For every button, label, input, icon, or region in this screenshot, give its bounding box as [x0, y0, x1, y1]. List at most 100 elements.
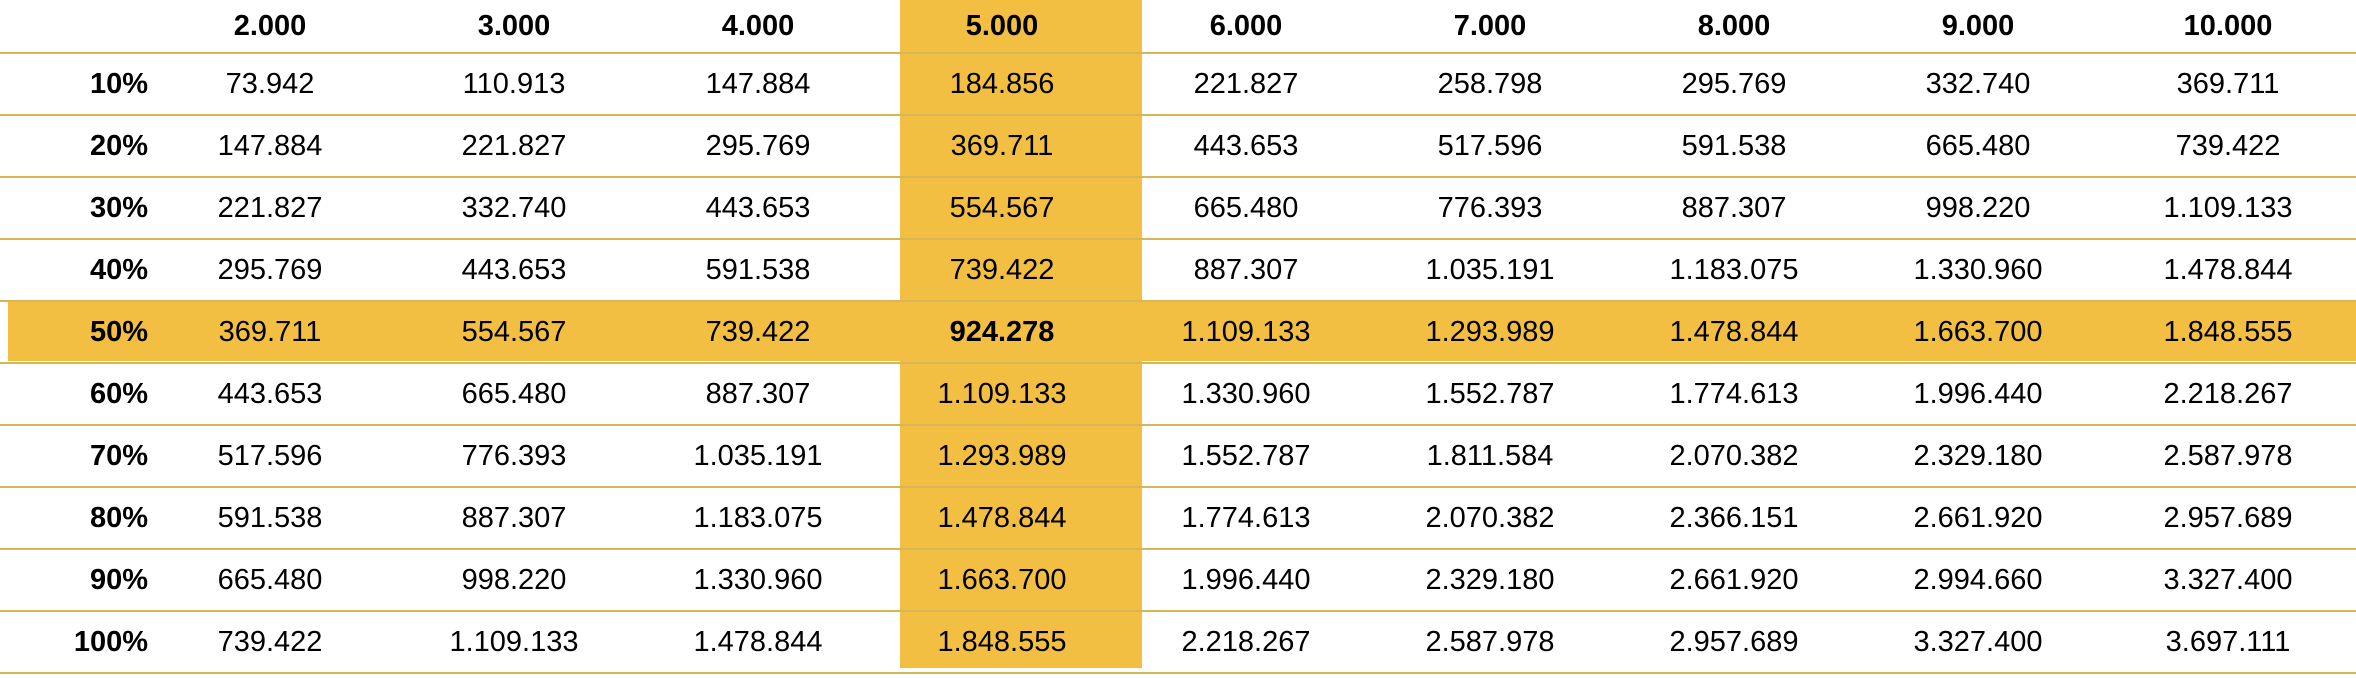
- table-cell: 295.769: [148, 238, 392, 301]
- table-cell: 998.220: [392, 548, 636, 611]
- table-row: 50% 369.711 554.567 739.422 924.278 1.109.133…: [0, 300, 2356, 363]
- table-cell: 1.663.700: [1856, 300, 2100, 363]
- table-cell: 739.422: [148, 610, 392, 674]
- row-header: 90%: [0, 548, 148, 611]
- row-header: 70%: [0, 424, 148, 487]
- column-header: 3.000: [477, 9, 551, 42]
- table-cell: 591.538: [636, 238, 880, 301]
- table-cell: 1.552.787: [1368, 362, 1612, 425]
- table-cell: 2.070.382: [1368, 486, 1612, 549]
- table-cell: 2.957.689: [2100, 486, 2356, 549]
- table-cell: 739.422: [636, 300, 880, 363]
- table-row: 60% 443.653 665.480 887.307 1.109.133 1.330.9…: [0, 362, 2356, 425]
- table-cell: 517.596: [148, 424, 392, 487]
- table-row: 90% 665.480 998.220 1.330.960 1.663.700 1.996…: [0, 548, 2356, 611]
- column-header: 4.000: [721, 9, 795, 42]
- row-header-label: 20%: [89, 129, 148, 162]
- table-cell: 554.567: [880, 176, 1124, 239]
- table-cell: 443.653: [636, 176, 880, 239]
- table-cell: 1.293.989: [1368, 300, 1612, 363]
- table-cell: 1.330.960: [636, 548, 880, 611]
- table-cell: 369.711: [148, 300, 392, 363]
- row-header-label: 30%: [89, 191, 148, 224]
- row-header-label: 70%: [89, 439, 148, 472]
- row-header-label: 10%: [89, 67, 148, 100]
- table-row: 20% 147.884 221.827 295.769 369.711 443.653 51…: [0, 114, 2356, 177]
- table-cell: 1.109.133: [1124, 300, 1368, 363]
- table-cell: 295.769: [636, 114, 880, 177]
- table-cell: 1.478.844: [636, 610, 880, 674]
- table-cell: 73.942: [148, 52, 392, 115]
- column-header: 2.000: [233, 9, 307, 42]
- row-header-label: 100%: [73, 625, 148, 658]
- table-cell: 332.740: [1856, 52, 2100, 115]
- table-cell: 1.109.133: [2100, 176, 2356, 239]
- table-row: 40% 295.769 443.653 591.538 739.422 887.307 1.…: [0, 238, 2356, 301]
- table-cell: 369.711: [880, 114, 1124, 177]
- row-header-label: 60%: [89, 377, 148, 410]
- table-cell: 3.327.400: [1856, 610, 2100, 674]
- table-cell: 2.994.660: [1856, 548, 2100, 611]
- table-cell: 1.996.440: [1856, 362, 2100, 425]
- table-cell: 332.740: [392, 176, 636, 239]
- table-cell: 776.393: [392, 424, 636, 487]
- column-header: 7.000: [1453, 9, 1527, 42]
- table-row: 100% 739.422 1.109.133 1.478.844 1.848.555 2.…: [0, 610, 2356, 674]
- table-cell: 3.327.400: [2100, 548, 2356, 611]
- table-cell: 2.218.267: [2100, 362, 2356, 425]
- table-cell: 776.393: [1368, 176, 1612, 239]
- column-header: 9.000: [1941, 9, 2015, 42]
- header-row: 2.000 3.000 4.000 5.000 6.000 7.000 8.000 9.000…: [0, 0, 2356, 53]
- table-cell: 2.587.978: [2100, 424, 2356, 487]
- table-cell: 147.884: [148, 114, 392, 177]
- table-cell: 1.330.960: [1124, 362, 1368, 425]
- table-cell: 443.653: [148, 362, 392, 425]
- column-header: 6.000: [1209, 9, 1283, 42]
- column-header: 10.000: [2183, 9, 2273, 42]
- table-cell: 2.329.180: [1368, 548, 1612, 611]
- column-header: 5.000: [965, 9, 1039, 42]
- row-header: 30%: [0, 176, 148, 239]
- table-cell: 1.478.844: [1612, 300, 1856, 363]
- table-cell: 1.478.844: [880, 486, 1124, 549]
- row-header: 60%: [0, 362, 148, 425]
- table-cell: 1.848.555: [880, 610, 1124, 674]
- table-cell: 443.653: [1124, 114, 1368, 177]
- table-cell: 2.587.978: [1368, 610, 1612, 674]
- corner-cell: [0, 0, 148, 53]
- table-cell: 2.661.920: [1856, 486, 2100, 549]
- table-cell: 2.661.920: [1612, 548, 1856, 611]
- table-cell: 2.957.689: [1612, 610, 1856, 674]
- table-cell-intersection: 924.278: [880, 300, 1124, 363]
- table-cell: 1.663.700: [880, 548, 1124, 611]
- row-header-label: 80%: [89, 501, 148, 534]
- table-cell: 1.996.440: [1124, 548, 1368, 611]
- row-header: 10%: [0, 52, 148, 115]
- table-cell: 665.480: [1124, 176, 1368, 239]
- table-cell: 1.183.075: [636, 486, 880, 549]
- table-cell: 443.653: [392, 238, 636, 301]
- table-cell: 1.478.844: [2100, 238, 2356, 301]
- row-header-label: 50%: [89, 315, 148, 348]
- table-cell: 739.422: [880, 238, 1124, 301]
- row-header: 80%: [0, 486, 148, 549]
- row-header: 40%: [0, 238, 148, 301]
- table-cell: 221.827: [1124, 52, 1368, 115]
- row-header: 20%: [0, 114, 148, 177]
- row-header: 100%: [0, 610, 148, 674]
- table-cell: 1.330.960: [1856, 238, 2100, 301]
- table-row: 80% 591.538 887.307 1.183.075 1.478.844 1.774…: [0, 486, 2356, 549]
- row-header-label: 40%: [89, 253, 148, 286]
- table-cell: 2.070.382: [1612, 424, 1856, 487]
- table-cell: 147.884: [636, 52, 880, 115]
- table-cell: 110.913: [392, 52, 636, 115]
- table-cell: 1.109.133: [392, 610, 636, 674]
- row-header-label: 90%: [89, 563, 148, 596]
- row-header: 50%: [0, 300, 148, 363]
- table-cell: 221.827: [392, 114, 636, 177]
- table-cell: 887.307: [1124, 238, 1368, 301]
- table-cell: 1.552.787: [1124, 424, 1368, 487]
- table-cell: 1.035.191: [636, 424, 880, 487]
